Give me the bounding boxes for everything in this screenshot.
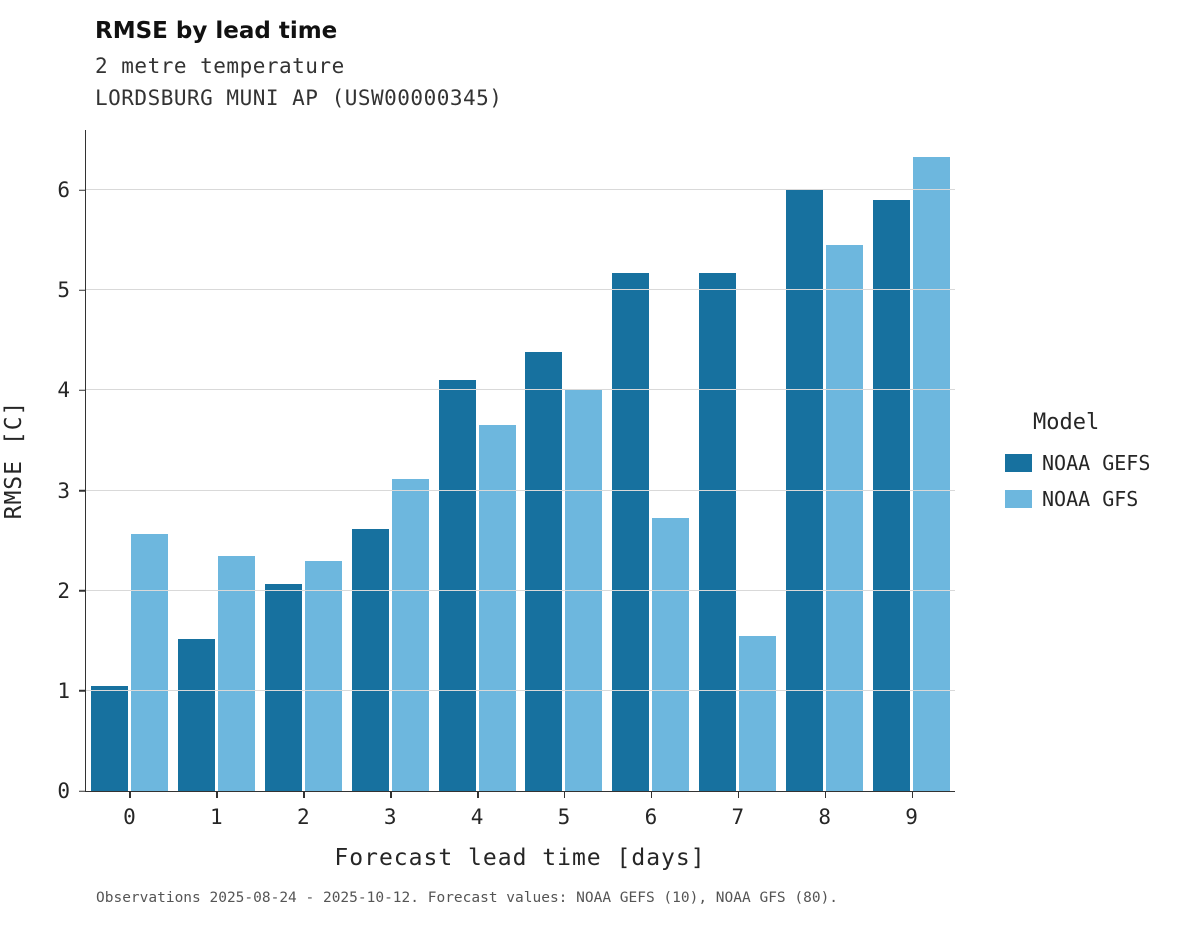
bar-group-lead-3: 3 (347, 130, 434, 829)
bar-noaa-gfs-lead-8 (826, 245, 864, 791)
bar-noaa-gfs-lead-2 (304, 560, 342, 791)
bar-noaa-gefs-lead-0 (90, 685, 128, 791)
bar-groups-container: 0 1 2 3 4 5 6 7 8 9 (86, 130, 955, 829)
bar-noaa-gfs-lead-6 (652, 517, 690, 791)
bar-noaa-gefs-lead-5 (525, 352, 563, 791)
y-tick-label-3: 3 (57, 478, 70, 503)
x-tick-label-4: 4 (470, 805, 484, 829)
x-tick-mark-3 (390, 791, 392, 798)
x-tick-label-2: 2 (296, 805, 310, 829)
plot-area: 0 1 2 3 4 5 6 7 8 9 0 1 2 3 4 5 6 (57, 130, 955, 829)
x-tick-mark-8 (824, 791, 827, 798)
x-tick-mark-7 (737, 791, 740, 798)
gridline-y-2 (86, 589, 955, 591)
bar-noaa-gefs-lead-4 (438, 380, 476, 791)
bar-group-lead-4: 4 (434, 130, 521, 829)
bar-noaa-gfs-lead-0 (130, 533, 168, 791)
x-tick-label-5: 5 (557, 805, 571, 829)
gridline-y-5 (86, 289, 955, 291)
y-tick-mark-0 (79, 790, 86, 792)
bar-group-lead-1: 1 (173, 130, 260, 829)
bar-noaa-gfs-lead-9 (913, 157, 951, 791)
bar-group-lead-9: 9 (868, 130, 955, 829)
gridline-y-6 (86, 189, 955, 191)
chart-subtitle-variable: 2 metre temperature (95, 54, 345, 78)
x-tick-label-0: 0 (123, 805, 136, 829)
bar-noaa-gfs-lead-3 (391, 478, 429, 791)
bar-noaa-gfs-lead-4 (478, 425, 516, 791)
bar-noaa-gefs-lead-3 (351, 528, 389, 791)
x-tick-label-1: 1 (210, 805, 223, 829)
bar-noaa-gfs-lead-7 (739, 635, 777, 791)
x-tick-label-9: 9 (905, 805, 918, 829)
y-tick-mark-3 (79, 489, 86, 492)
legend-label: NOAA GFS (1042, 487, 1139, 511)
gridline-y-1 (86, 689, 955, 691)
legend-swatch-noaa-gefs (1005, 454, 1032, 472)
legend: Model NOAA GEFS NOAA GFS (1005, 410, 1190, 523)
chart-subtitle-station: LORDSBURG MUNI AP (USW00000345) (95, 86, 503, 110)
bar-noaa-gefs-lead-8 (786, 190, 824, 791)
legend-entry-noaa-gfs: NOAA GFS (1005, 487, 1190, 511)
legend-title: Model (1033, 410, 1100, 435)
bar-group-lead-8: 8 (781, 130, 868, 829)
y-tick-mark-5 (79, 289, 86, 291)
y-tick-label-1: 1 (57, 678, 70, 703)
chart-title: RMSE by lead time (95, 18, 338, 44)
bar-noaa-gefs-lead-1 (177, 638, 215, 791)
legend-label: NOAA GEFS (1042, 451, 1151, 475)
x-tick-mark-9 (911, 791, 914, 798)
y-axis-label: RMSE [C] (1, 400, 27, 520)
bar-group-lead-0: 0 (86, 130, 173, 829)
x-tick-mark-6 (650, 791, 653, 798)
y-tick-mark-6 (79, 189, 86, 191)
y-tick-label-0: 0 (57, 779, 70, 803)
x-tick-label-3: 3 (383, 805, 397, 829)
bar-noaa-gefs-lead-7 (699, 273, 737, 791)
bar-group-lead-6: 6 (607, 130, 694, 829)
y-tick-mark-2 (79, 589, 86, 592)
x-tick-mark-0 (129, 791, 131, 798)
x-tick-mark-4 (477, 791, 479, 798)
x-tick-mark-1 (216, 791, 218, 798)
x-tick-label-7: 7 (731, 805, 745, 829)
x-tick-label-8: 8 (818, 805, 832, 829)
bar-noaa-gfs-lead-5 (565, 390, 603, 791)
bar-group-lead-7: 7 (694, 130, 781, 829)
bar-noaa-gefs-lead-6 (612, 273, 650, 791)
bar-noaa-gefs-lead-2 (264, 583, 302, 791)
y-tick-label-6: 6 (57, 178, 70, 203)
x-tick-mark-5 (563, 791, 566, 798)
gridline-y-4 (86, 389, 955, 391)
legend-entry-noaa-gefs: NOAA GEFS (1005, 451, 1190, 475)
y-tick-label-5: 5 (57, 278, 70, 303)
bar-noaa-gfs-lead-1 (217, 555, 255, 791)
x-tick-mark-2 (303, 791, 305, 798)
gridline-y-3 (86, 489, 955, 491)
bar-noaa-gefs-lead-9 (873, 200, 911, 791)
bar-group-lead-2: 2 (260, 130, 347, 829)
bar-group-lead-5: 5 (521, 130, 608, 829)
x-tick-label-6: 6 (644, 805, 658, 829)
y-tick-mark-1 (79, 690, 86, 692)
footer-caption: Observations 2025-08-24 - 2025-10-12. Fo… (96, 890, 839, 906)
y-tick-label-4: 4 (57, 378, 70, 403)
y-tick-label-2: 2 (57, 578, 70, 603)
x-axis-label: Forecast lead time [days] (334, 845, 706, 871)
legend-swatch-noaa-gfs (1005, 490, 1032, 508)
y-tick-mark-4 (79, 389, 86, 392)
